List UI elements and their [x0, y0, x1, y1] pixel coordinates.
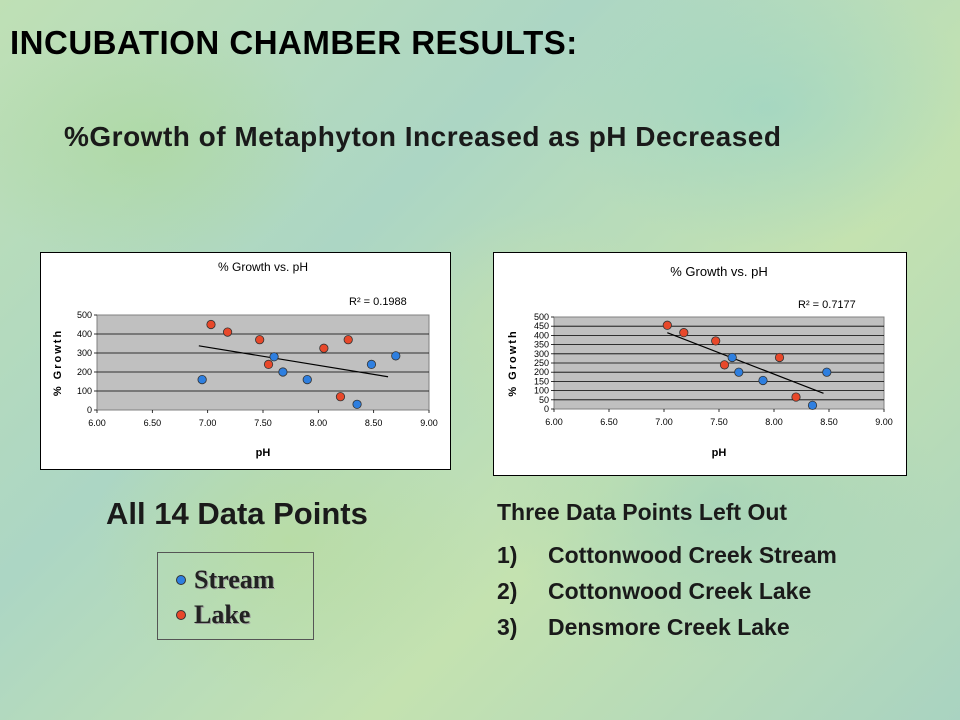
chart-all-points-svg: % Growth vs. pH 0 100 200 300 400 500 6.00 6.50 7… — [52, 260, 438, 459]
y-tick-label: 500 — [534, 312, 549, 322]
x-tick-label: 6.50 — [600, 417, 618, 427]
chart-title: % Growth vs. pH — [670, 264, 768, 279]
x-tick-label: 8.50 — [820, 417, 838, 427]
lake-data-point — [662, 320, 672, 330]
chart-three-left-out: % Growth vs. pH 0 50 100 150 200 250 300 350 400 4… — [493, 252, 907, 476]
list-item-text: Cottonwood Creek Stream — [548, 542, 837, 568]
x-tick-label: 7.50 — [710, 417, 728, 427]
x-tick-label: 7.50 — [254, 418, 272, 428]
x-tick-label: 6.00 — [545, 417, 563, 427]
y-tick-label: 200 — [77, 367, 92, 377]
list-item-text: Cottonwood Creek Lake — [548, 578, 812, 604]
y-tick-label: 400 — [77, 329, 92, 339]
x-tick-label: 8.00 — [765, 417, 783, 427]
x-tick-label: 9.00 — [875, 417, 893, 427]
stream-data-point — [758, 375, 768, 386]
y-axis-label: % Growth — [507, 329, 519, 396]
y-tick-label: 250 — [534, 358, 549, 368]
stream-data-point — [391, 351, 401, 361]
y-tick-label: 0 — [87, 405, 92, 415]
stream-data-point — [278, 367, 288, 377]
chart-three-left-out-svg: % Growth vs. pH 0501001502002503003504004… — [507, 264, 893, 459]
stream-data-point — [352, 399, 362, 409]
r-squared-label: R² = 0.7177 — [798, 299, 856, 311]
list-item-text: Densmore Creek Lake — [548, 614, 790, 640]
lake-data-point — [711, 336, 721, 346]
y-tick-label: 400 — [534, 330, 549, 340]
slide-subtitle: %Growth of Metaphyton Increased as pH De… — [64, 121, 782, 152]
y-tick-label: 100 — [77, 386, 92, 396]
list-item-number: 3) — [497, 614, 518, 640]
caption-all-points: All 14 Data Points — [106, 496, 368, 531]
lake-data-point — [791, 392, 801, 402]
y-tick-label: 50 — [539, 395, 549, 405]
lake-data-point — [255, 335, 265, 345]
stream-data-point — [302, 375, 312, 385]
lake-data-point — [263, 359, 274, 370]
list-item: 1) Cottonwood Creek Stream — [497, 537, 837, 573]
x-tick-label: 6.50 — [144, 418, 162, 428]
left-out-list: 1) Cottonwood Creek Stream 2) Cottonwood… — [497, 537, 837, 645]
y-tick-label: 450 — [534, 321, 549, 331]
stream-marker-icon — [176, 575, 186, 585]
plot-area — [96, 314, 430, 411]
y-tick-label: 200 — [534, 367, 549, 377]
lake-data-point — [719, 360, 730, 370]
x-tick-label: 7.00 — [655, 417, 673, 427]
lake-marker-icon — [176, 610, 186, 620]
stream-data-point — [366, 359, 377, 370]
x-axis-label: pH — [256, 447, 271, 459]
list-item-number: 1) — [497, 542, 518, 568]
lake-data-point — [222, 327, 233, 337]
list-item-number: 2) — [497, 578, 518, 604]
list-item: 2) Cottonwood Creek Lake — [497, 573, 837, 609]
y-tick-label: 300 — [77, 348, 92, 358]
legend-item-lake: Lake — [176, 600, 250, 630]
x-tick-label: 7.00 — [199, 418, 217, 428]
legend: Stream Lake — [157, 552, 314, 640]
lake-data-point — [206, 319, 216, 330]
left-out-heading: Three Data Points Left Out — [497, 499, 788, 525]
y-tick-label: 300 — [534, 349, 549, 359]
y-tick-label: 0 — [544, 404, 549, 414]
y-tick-label: 500 — [77, 310, 92, 320]
lake-data-point — [319, 343, 329, 353]
legend-label-lake: Lake — [194, 600, 251, 629]
trendline — [667, 332, 824, 394]
lake-data-point — [774, 352, 785, 363]
y-tick-label: 150 — [534, 376, 549, 386]
lake-data-point — [679, 328, 689, 338]
x-tick-label: 8.00 — [310, 418, 328, 428]
list-item: 3) Densmore Creek Lake — [497, 609, 837, 645]
x-axis-label: pH — [712, 447, 727, 459]
x-tick-label: 6.00 — [88, 418, 106, 428]
stream-data-point — [734, 367, 744, 377]
y-axis-label: % Growth — [52, 329, 64, 396]
y-tick-label: 350 — [534, 340, 549, 350]
legend-label-stream: Stream — [194, 565, 275, 594]
stream-data-point — [269, 352, 279, 362]
x-tick-label: 8.50 — [365, 418, 383, 428]
stream-data-point — [822, 367, 832, 377]
chart-all-points: % Growth vs. pH 0 100 200 300 400 500 6.00 6.50 7… — [40, 252, 451, 470]
legend-item-stream: Stream — [176, 565, 274, 595]
trendline — [198, 345, 389, 378]
chart-title: % Growth vs. pH — [218, 260, 308, 274]
lake-data-point — [343, 335, 353, 345]
stream-data-point — [197, 375, 207, 385]
stream-data-point — [807, 400, 818, 410]
y-tick-label: 100 — [534, 386, 549, 396]
r-squared-label: R² = 0.1988 — [349, 296, 407, 308]
x-tick-label: 9.00 — [420, 418, 438, 428]
slide-title: INCUBATION CHAMBER RESULTS: — [10, 24, 578, 61]
lake-data-point — [335, 392, 346, 402]
stream-data-point — [727, 352, 737, 363]
